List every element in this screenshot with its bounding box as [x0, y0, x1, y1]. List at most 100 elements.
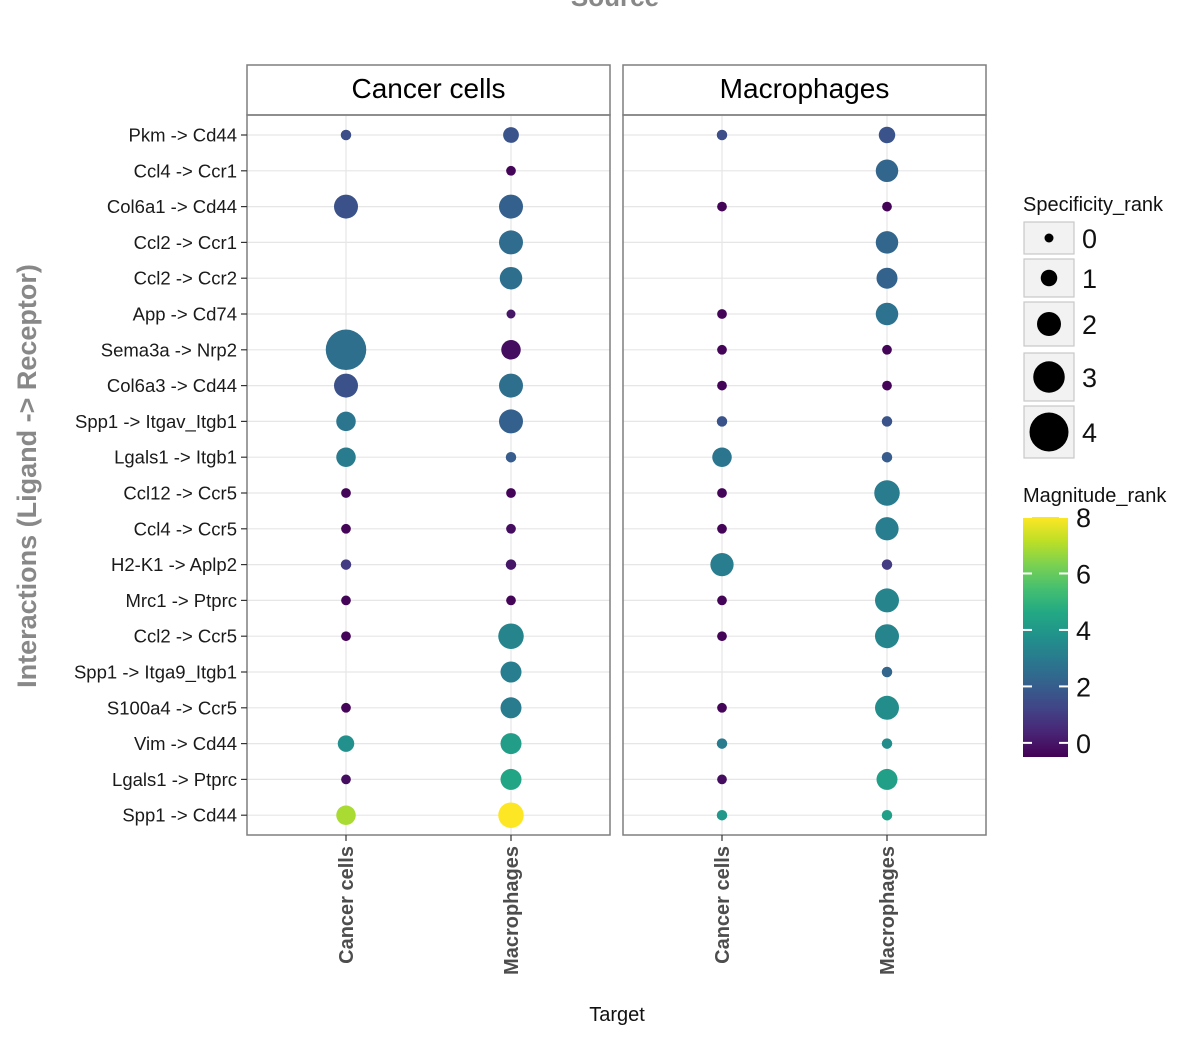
y-tick-label: Sema3a -> Nrp2 — [101, 339, 237, 360]
data-point — [882, 344, 892, 355]
y-tick-label: Ccl2 -> Ccr5 — [134, 626, 237, 647]
data-point — [336, 411, 356, 432]
data-point — [499, 266, 523, 290]
facet-strip — [622, 64, 987, 116]
data-point — [881, 666, 893, 678]
data-point — [334, 373, 358, 398]
data-point — [506, 309, 516, 319]
y-tick-label: Ccl4 -> Ccr1 — [134, 160, 237, 181]
data-point — [500, 697, 522, 719]
data-point — [878, 126, 896, 144]
y-axis-title: Interactions (Ligand -> Receptor) — [12, 264, 42, 688]
size-legend-key — [1023, 352, 1075, 402]
x-axis-title: Target — [589, 1004, 645, 1026]
data-point — [717, 201, 727, 212]
size-legend-dot — [1044, 233, 1054, 243]
data-point — [881, 416, 893, 427]
y-tick-label: Ccl2 -> Ccr1 — [134, 232, 237, 253]
colorbar-label: 8 — [1076, 503, 1091, 533]
colorbar-label: 6 — [1076, 559, 1091, 589]
data-point — [499, 230, 523, 255]
data-point — [876, 768, 898, 790]
data-point — [881, 738, 893, 749]
data-point — [499, 373, 523, 398]
data-point — [717, 774, 727, 785]
data-point — [499, 194, 523, 219]
data-point — [501, 340, 521, 360]
panel-background — [247, 115, 610, 835]
data-point — [336, 447, 356, 467]
size-legend-dot — [1029, 412, 1069, 452]
panel-border — [622, 114, 987, 836]
size-legend-key — [1023, 301, 1075, 347]
y-tick-label: Pkm -> Cd44 — [129, 125, 237, 146]
facet-strip-label: Macrophages — [720, 73, 890, 104]
x-tick-label: Cancer cells — [336, 846, 358, 964]
size-legend: Specificity_rank 0 1 2 3 4 — [1023, 194, 1164, 459]
data-point — [712, 447, 732, 467]
data-point — [717, 631, 727, 642]
data-point — [881, 451, 893, 463]
y-tick-label: App -> Cd74 — [133, 304, 237, 325]
data-point — [875, 588, 899, 613]
data-point — [341, 774, 351, 785]
y-tick-label: Lgals1 -> Itgb1 — [114, 447, 237, 468]
facet-panel: Cancer cells — [246, 64, 611, 841]
data-point — [505, 451, 517, 463]
data-point — [505, 559, 517, 570]
x-tick-label: Macrophages — [877, 846, 899, 975]
data-point — [881, 809, 893, 821]
chart-title: Source — [571, 0, 659, 12]
data-point — [336, 805, 356, 825]
y-tick-label: Spp1 -> Itgav_Itgb1 — [75, 411, 237, 433]
data-point — [717, 702, 727, 713]
data-point — [882, 380, 892, 391]
color-legend: Magnitude_rank 0 2 4 6 8 — [1023, 485, 1167, 759]
y-tick-label: Mrc1 -> Ptprc — [125, 590, 237, 611]
data-point — [341, 631, 351, 642]
data-point — [875, 517, 899, 541]
data-point — [716, 416, 728, 427]
data-point — [716, 809, 728, 821]
size-legend-title: Specificity_rank — [1023, 194, 1164, 216]
y-tick-label: Vim -> Cd44 — [134, 733, 237, 754]
data-point — [875, 624, 899, 649]
data-point — [874, 480, 900, 506]
size-legend-label: 1 — [1082, 264, 1097, 294]
data-point — [340, 129, 352, 141]
x-tick-label: Cancer cells — [712, 846, 734, 964]
colorbar-label: 2 — [1076, 672, 1091, 702]
data-point — [717, 488, 727, 498]
data-point — [500, 768, 522, 790]
y-tick-label: Col6a1 -> Cd44 — [107, 196, 237, 217]
data-point — [875, 302, 899, 326]
data-point — [498, 623, 524, 649]
panel-background — [623, 115, 986, 835]
size-legend-label: 4 — [1082, 418, 1097, 448]
colorbar-label: 0 — [1076, 729, 1091, 759]
y-tick-label: H2-K1 -> Aplp2 — [111, 554, 237, 575]
data-point — [717, 344, 727, 355]
x-tick-labels: Cancer cells Macrophages Cancer cells Macro… — [336, 846, 899, 975]
data-point — [506, 595, 516, 606]
facet-panel: Macrophages — [622, 64, 987, 841]
size-legend-label: 2 — [1082, 310, 1097, 340]
y-tick-label: Ccl4 -> Ccr5 — [134, 518, 237, 539]
data-point — [341, 523, 351, 534]
data-point — [716, 738, 728, 749]
data-point — [499, 409, 523, 434]
y-tick-label: Spp1 -> Cd44 — [122, 805, 237, 826]
data-point — [881, 559, 893, 570]
data-point — [500, 661, 522, 683]
data-point — [882, 201, 892, 212]
data-point — [875, 231, 899, 254]
data-point — [337, 735, 355, 752]
facet-panels: Cancer cells Macrophages — [246, 64, 987, 841]
data-point — [717, 380, 727, 391]
size-legend-dot — [1033, 361, 1065, 393]
data-point — [717, 309, 727, 319]
data-point — [506, 165, 516, 176]
data-point — [325, 329, 367, 371]
data-point — [340, 559, 352, 570]
size-legend-dot — [1040, 269, 1058, 287]
